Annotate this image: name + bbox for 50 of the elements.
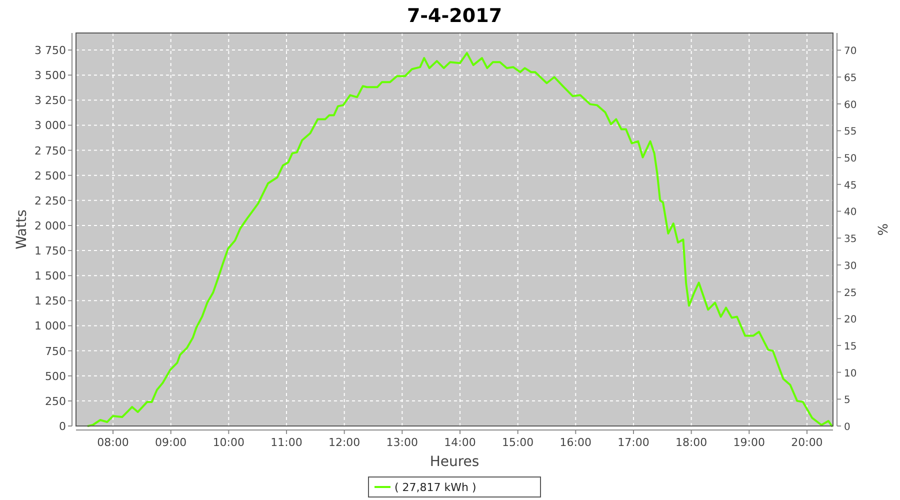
y-tick-label: 1 000 — [34, 320, 66, 333]
y-tick-label: 2 000 — [34, 219, 66, 232]
y2-tick-label: 25 — [844, 288, 857, 299]
y-tick-label: 1 500 — [34, 270, 66, 283]
y-axis-title: Watts — [14, 210, 30, 250]
x-tick-label: 12:00 — [328, 436, 360, 449]
y-tick-label: 2 250 — [34, 194, 66, 208]
y-tick-label: 250 — [45, 394, 66, 408]
y2-tick-label: 35 — [844, 234, 857, 246]
y-tick-label: 1 250 — [34, 294, 66, 308]
y2-tick-label: 65 — [844, 73, 857, 84]
y-tick-label: 2 750 — [34, 144, 66, 158]
x-tick-label: 09:00 — [154, 436, 187, 449]
y-tick-label: 750 — [45, 344, 66, 358]
y2-tick-label: 60 — [844, 100, 857, 111]
x-axis-title: Heures — [430, 454, 480, 470]
x-tick-label: 10:00 — [212, 436, 245, 449]
line-series — [87, 52, 833, 427]
y2-tick-label: 0 — [844, 422, 850, 433]
x-tick-label: 13:00 — [386, 436, 418, 449]
x-tick-label: 20:00 — [791, 436, 823, 449]
y2-tick-label: 10 — [844, 368, 857, 380]
y-tick-label: 0 — [59, 420, 66, 433]
y-tick-label: 3 250 — [34, 94, 66, 108]
y2-tick-label: 5 — [844, 395, 850, 406]
y-tick-label: 2 500 — [34, 169, 66, 182]
y2-tick-label: 30 — [844, 260, 857, 272]
y2-tick-label: 45 — [844, 180, 857, 192]
y2-tick-label: 55 — [844, 126, 857, 138]
chart-title: 7-4-2017 — [406, 5, 502, 27]
y-tick-label: 1 750 — [34, 244, 66, 258]
x-tick-label: 14:00 — [444, 436, 476, 449]
y2-tick-label: 20 — [844, 314, 857, 326]
legend-label: ( 27,817 kWh ) — [394, 481, 476, 494]
y-tick-label: 3 000 — [34, 119, 66, 132]
y2-tick-label: 50 — [844, 154, 857, 165]
y-tick-label: 3 500 — [34, 69, 66, 82]
x-tick-label: 15:00 — [502, 436, 534, 449]
y2-tick-label: 70 — [844, 46, 857, 58]
x-tick-label: 08:00 — [97, 436, 129, 449]
y2-tick-label: 15 — [844, 341, 857, 352]
y2-tick-label: 40 — [844, 207, 857, 218]
x-tick-label: 17:00 — [618, 436, 650, 449]
x-tick-label: 18:00 — [675, 436, 708, 449]
y2-axis-title: % — [874, 223, 889, 236]
x-tick-label: 11:00 — [270, 436, 302, 449]
x-tick-label: 16:00 — [560, 436, 592, 449]
x-tick-label: 19:00 — [733, 436, 765, 449]
y-tick-label: 500 — [45, 370, 66, 383]
y-tick-label: 3 750 — [34, 44, 66, 58]
